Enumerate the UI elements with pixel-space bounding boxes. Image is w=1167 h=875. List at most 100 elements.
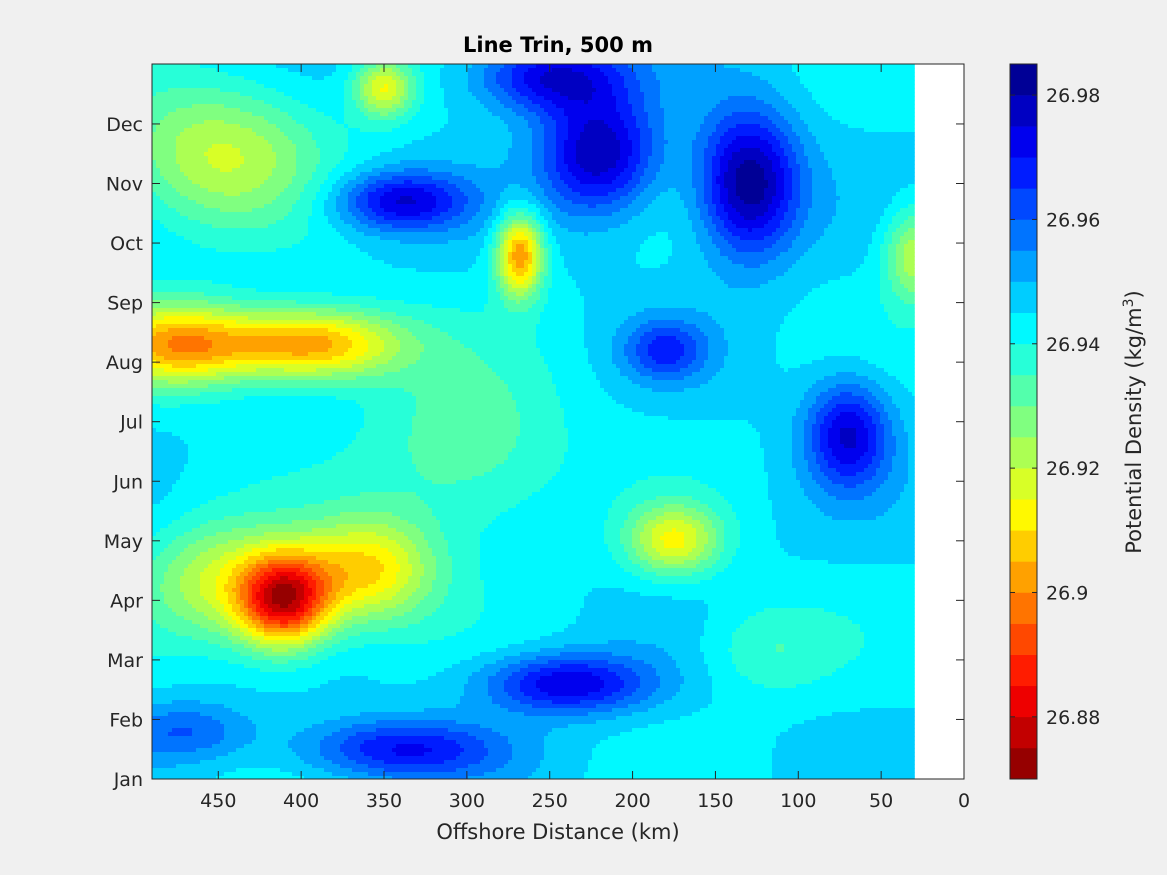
contour-cell [544, 736, 609, 741]
contour-cell [588, 120, 605, 125]
contour-cell [560, 224, 621, 229]
contour-cell [192, 104, 225, 109]
contour-cell [420, 576, 437, 581]
contour-cell [152, 140, 177, 145]
contour-cell [884, 308, 915, 313]
contour-cell [532, 280, 537, 285]
contour-cell [248, 584, 253, 589]
contour-cell [464, 208, 481, 213]
x-tick-label: 300 [449, 790, 485, 812]
contour-cell [724, 184, 737, 189]
colorbar-band [1010, 157, 1037, 189]
contour-cell [320, 752, 345, 757]
contour-cell [716, 544, 725, 549]
contour-cell [540, 76, 589, 81]
contour-cell [556, 204, 589, 209]
contour-cell [772, 132, 785, 137]
contour-cell [732, 112, 761, 117]
contour-cell [648, 724, 793, 729]
contour-cell [572, 276, 721, 281]
contour-cell [584, 772, 773, 777]
contour-cell [788, 140, 801, 145]
contour-cell [168, 568, 185, 573]
contour-cell [812, 188, 837, 193]
contour-cell [720, 196, 729, 201]
contour-cell [792, 224, 805, 229]
contour-cell [264, 632, 301, 637]
contour-cell [516, 244, 525, 249]
contour-cell [536, 236, 541, 241]
contour-cell [304, 188, 321, 193]
contour-cell [580, 164, 617, 169]
y-tick-label: May [104, 531, 143, 553]
contour-cell [324, 592, 329, 597]
contour-cell [564, 416, 669, 421]
contour-cell [448, 108, 489, 113]
contour-cell [496, 272, 501, 277]
contour-cell [280, 604, 289, 609]
contour-cell [584, 336, 613, 341]
contour-cell [600, 380, 633, 385]
contour-cell [436, 556, 453, 561]
contour-cell [216, 372, 333, 377]
contour-cell [472, 216, 489, 221]
contour-cell [260, 540, 397, 545]
contour-cell [472, 348, 541, 353]
contour-cell [264, 556, 317, 561]
contour-cell [244, 664, 313, 669]
contour-cell [556, 156, 565, 161]
contour-cell [836, 192, 897, 197]
contour-cell [608, 508, 633, 513]
contour-cell [740, 68, 793, 73]
contour-cell [332, 576, 349, 581]
contour-cell [828, 444, 845, 449]
contour-cell [152, 400, 221, 405]
contour-cell [804, 492, 829, 497]
contour-cell [324, 208, 337, 213]
contour-cell [640, 176, 657, 181]
contour-cell [544, 740, 601, 745]
contour-cell [764, 196, 773, 201]
contour-cell [500, 220, 505, 225]
contour-cell [476, 96, 497, 101]
contour-cell [748, 420, 793, 425]
contour-cell [420, 496, 529, 501]
contour-cell [380, 352, 397, 357]
contour-cell [620, 144, 633, 149]
contour-cell [488, 88, 505, 93]
contour-cell [584, 168, 609, 173]
contour-cell [240, 92, 285, 97]
contour-cell [312, 528, 397, 533]
contour-cell [360, 492, 417, 497]
contour-cell [464, 192, 485, 197]
contour-cell [504, 120, 529, 125]
contour-cell [336, 524, 389, 529]
contour-cell [164, 580, 181, 585]
contour-cell [412, 140, 513, 145]
contour-cell [392, 512, 433, 517]
contour-cell [496, 660, 521, 665]
contour-cell [304, 236, 345, 241]
contour-cell [724, 152, 733, 157]
contour-cell [896, 436, 909, 441]
contour-cell [168, 340, 213, 345]
contour-cell [704, 168, 713, 173]
contour-cell [728, 212, 741, 217]
contour-cell [160, 584, 181, 589]
contour-cell [704, 192, 713, 197]
contour-cell [892, 232, 905, 237]
contour-cell [596, 372, 621, 377]
contour-cell [312, 608, 321, 613]
contour-cell [604, 524, 625, 529]
contour-cell [760, 284, 821, 289]
contour-cell [508, 388, 557, 393]
contour-cell [820, 236, 873, 241]
contour-cell [532, 272, 537, 277]
contour-cell [808, 212, 837, 217]
contour-cell [336, 204, 349, 209]
contour-cell [628, 556, 641, 561]
contour-cell [532, 192, 545, 197]
contour-cell [816, 140, 915, 145]
contour-cell [460, 340, 537, 345]
contour-cell [272, 596, 297, 601]
